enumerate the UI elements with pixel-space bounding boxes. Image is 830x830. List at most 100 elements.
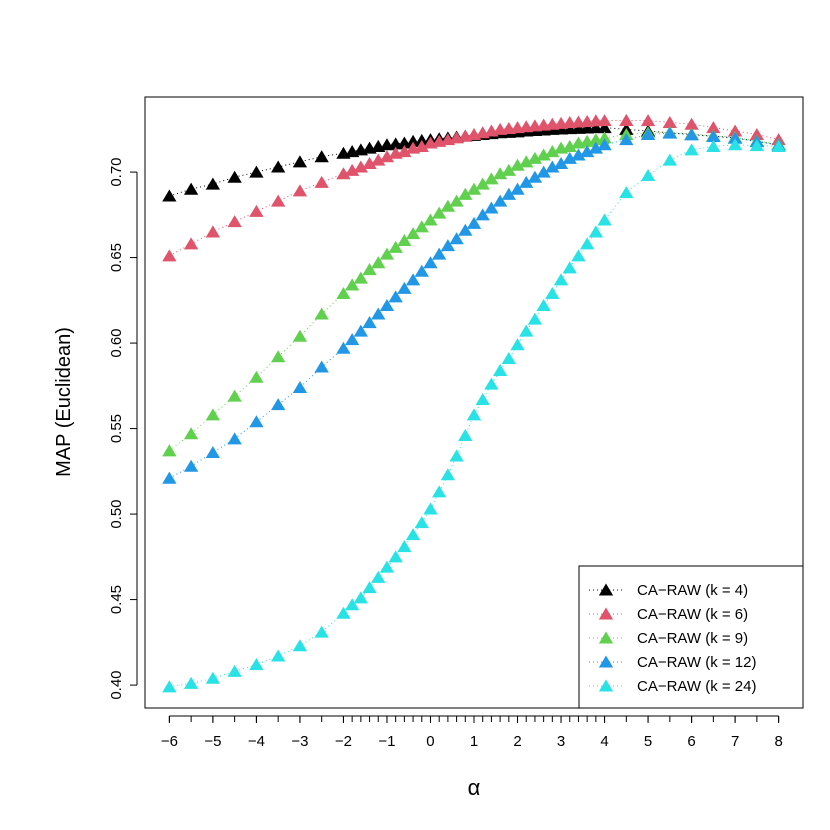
point — [662, 115, 677, 129]
point — [706, 121, 721, 134]
point — [271, 160, 286, 173]
point — [571, 148, 586, 161]
point — [336, 606, 351, 619]
point — [183, 427, 199, 440]
point — [397, 540, 412, 553]
x-tick-label: −6 — [161, 733, 178, 750]
point — [397, 233, 412, 246]
point — [292, 184, 308, 197]
point — [527, 312, 543, 325]
point — [432, 247, 447, 260]
point — [314, 175, 329, 188]
x-tick-label: −1 — [378, 733, 395, 750]
point — [662, 126, 677, 139]
point — [458, 428, 473, 441]
point — [562, 151, 577, 164]
x-tick-label: 1 — [470, 733, 478, 750]
series-line — [169, 131, 779, 452]
point — [314, 307, 329, 320]
point — [519, 175, 534, 188]
point — [492, 363, 508, 376]
point — [771, 139, 786, 152]
point — [414, 264, 429, 277]
point — [362, 581, 377, 594]
point — [162, 444, 177, 457]
y-tick-label: 0.50 — [108, 499, 125, 528]
point — [662, 153, 677, 166]
point — [292, 639, 308, 652]
point — [640, 127, 656, 140]
point — [414, 220, 429, 233]
point — [379, 298, 395, 311]
point — [519, 155, 534, 168]
point — [227, 389, 242, 402]
point — [492, 167, 508, 180]
point — [458, 187, 473, 200]
point — [484, 377, 499, 390]
point — [162, 189, 177, 202]
point — [545, 160, 560, 173]
point — [684, 117, 699, 130]
point — [466, 182, 482, 195]
point — [183, 237, 199, 250]
point — [510, 158, 525, 171]
point — [405, 227, 421, 240]
point — [527, 170, 543, 183]
point — [388, 550, 403, 563]
point — [458, 223, 473, 236]
legend-symbol — [598, 679, 614, 692]
point — [579, 237, 595, 250]
point — [227, 664, 242, 677]
x-axis-label: α — [468, 775, 481, 800]
point — [405, 273, 421, 286]
point — [619, 186, 634, 199]
point — [449, 194, 464, 207]
point — [162, 680, 177, 693]
point — [619, 113, 634, 126]
y-tick-label: 0.65 — [108, 243, 125, 272]
point — [344, 163, 360, 176]
point — [379, 150, 395, 163]
point — [292, 155, 308, 168]
x-tick-label: 4 — [600, 733, 608, 750]
point — [440, 199, 456, 212]
point — [588, 141, 604, 154]
point — [432, 485, 447, 498]
legend-label: CA−RAW (k = 12) — [637, 654, 756, 671]
point — [484, 201, 499, 214]
point — [597, 114, 612, 127]
point — [553, 157, 569, 170]
point — [684, 128, 699, 141]
point — [597, 131, 612, 144]
point — [475, 208, 490, 221]
point — [440, 239, 456, 252]
y-tick-label: 0.60 — [108, 328, 125, 357]
point — [579, 145, 595, 158]
point — [271, 350, 286, 363]
series-line — [169, 119, 779, 257]
point — [545, 145, 560, 158]
point — [344, 333, 360, 346]
point — [475, 177, 490, 190]
point — [162, 471, 177, 484]
point — [183, 459, 199, 472]
point — [362, 157, 377, 170]
point — [292, 381, 308, 394]
point — [227, 215, 242, 228]
point — [588, 225, 604, 238]
point — [423, 213, 438, 226]
point — [344, 598, 360, 611]
point — [619, 133, 634, 146]
x-tick-label: −4 — [248, 733, 265, 750]
point — [397, 281, 412, 294]
point — [536, 165, 551, 178]
point — [249, 658, 264, 671]
point — [336, 167, 351, 180]
point — [249, 370, 264, 383]
legend-label: CA−RAW (k = 24) — [637, 678, 756, 695]
legend-box — [578, 565, 804, 709]
point — [423, 256, 438, 269]
point — [423, 502, 438, 515]
x-tick-label: 8 — [774, 733, 782, 750]
